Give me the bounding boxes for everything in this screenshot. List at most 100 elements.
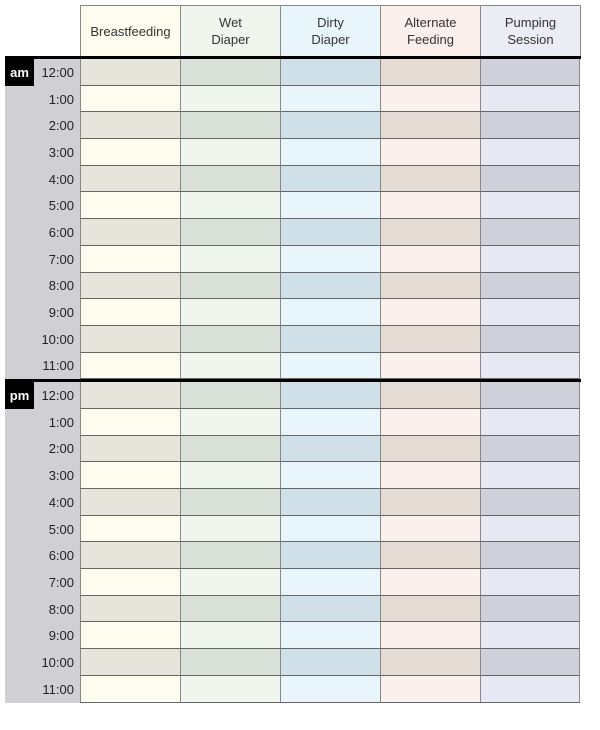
log-cell[interactable] [180,139,280,166]
log-cell[interactable] [480,382,580,409]
log-cell[interactable] [380,622,480,650]
log-cell[interactable] [280,542,380,570]
log-cell[interactable] [80,352,180,380]
log-cell[interactable] [80,435,180,463]
log-cell[interactable] [80,622,180,650]
log-cell[interactable] [380,299,480,326]
log-cell[interactable] [380,515,480,543]
log-cell[interactable] [80,245,180,273]
log-cell[interactable] [180,165,280,193]
log-cell[interactable] [280,569,380,596]
log-cell[interactable] [380,382,480,409]
log-cell[interactable] [380,192,480,220]
log-cell[interactable] [80,59,180,86]
log-cell[interactable] [380,569,480,596]
log-cell[interactable] [380,352,480,380]
log-cell[interactable] [480,299,580,326]
log-cell[interactable] [380,462,480,489]
log-cell[interactable] [280,515,380,543]
log-cell[interactable] [380,219,480,246]
log-cell[interactable] [380,325,480,353]
log-cell[interactable] [280,59,380,86]
log-cell[interactable] [380,408,480,436]
log-cell[interactable] [480,85,580,113]
log-cell[interactable] [380,542,480,570]
log-cell[interactable] [280,272,380,300]
log-cell[interactable] [80,382,180,409]
log-cell[interactable] [480,192,580,220]
log-cell[interactable] [480,219,580,246]
log-cell[interactable] [280,299,380,326]
log-cell[interactable] [480,489,580,516]
log-cell[interactable] [180,649,280,676]
log-cell[interactable] [180,515,280,543]
log-cell[interactable] [480,352,580,380]
log-cell[interactable] [80,299,180,326]
log-cell[interactable] [180,85,280,113]
log-cell[interactable] [80,489,180,516]
log-cell[interactable] [80,192,180,220]
log-cell[interactable] [80,85,180,113]
log-cell[interactable] [80,272,180,300]
log-cell[interactable] [480,325,580,353]
log-cell[interactable] [280,382,380,409]
log-cell[interactable] [380,85,480,113]
log-cell[interactable] [380,139,480,166]
log-cell[interactable] [180,595,280,623]
log-cell[interactable] [280,245,380,273]
log-cell[interactable] [180,272,280,300]
log-cell[interactable] [80,675,180,703]
log-cell[interactable] [280,139,380,166]
log-cell[interactable] [80,219,180,246]
log-cell[interactable] [180,299,280,326]
log-cell[interactable] [380,59,480,86]
log-cell[interactable] [180,408,280,436]
log-cell[interactable] [280,192,380,220]
log-cell[interactable] [380,272,480,300]
log-cell[interactable] [380,112,480,140]
log-cell[interactable] [380,595,480,623]
log-cell[interactable] [480,622,580,650]
log-cell[interactable] [80,139,180,166]
log-cell[interactable] [80,569,180,596]
log-cell[interactable] [180,112,280,140]
log-cell[interactable] [480,139,580,166]
log-cell[interactable] [180,569,280,596]
log-cell[interactable] [80,515,180,543]
log-cell[interactable] [180,192,280,220]
log-cell[interactable] [180,489,280,516]
log-cell[interactable] [280,112,380,140]
log-cell[interactable] [80,649,180,676]
log-cell[interactable] [180,622,280,650]
log-cell[interactable] [480,675,580,703]
log-cell[interactable] [280,408,380,436]
log-cell[interactable] [80,462,180,489]
log-cell[interactable] [180,325,280,353]
log-cell[interactable] [180,382,280,409]
log-cell[interactable] [80,165,180,193]
log-cell[interactable] [480,542,580,570]
log-cell[interactable] [480,435,580,463]
log-cell[interactable] [480,595,580,623]
log-cell[interactable] [380,435,480,463]
log-cell[interactable] [80,408,180,436]
log-cell[interactable] [180,245,280,273]
log-cell[interactable] [280,85,380,113]
log-cell[interactable] [380,245,480,273]
log-cell[interactable] [280,649,380,676]
log-cell[interactable] [280,622,380,650]
log-cell[interactable] [280,165,380,193]
log-cell[interactable] [80,112,180,140]
log-cell[interactable] [180,352,280,380]
log-cell[interactable] [280,489,380,516]
log-cell[interactable] [480,515,580,543]
log-cell[interactable] [80,325,180,353]
log-cell[interactable] [80,595,180,623]
log-cell[interactable] [180,59,280,86]
log-cell[interactable] [280,325,380,353]
log-cell[interactable] [480,569,580,596]
log-cell[interactable] [280,595,380,623]
log-cell[interactable] [380,165,480,193]
log-cell[interactable] [480,272,580,300]
log-cell[interactable] [380,675,480,703]
